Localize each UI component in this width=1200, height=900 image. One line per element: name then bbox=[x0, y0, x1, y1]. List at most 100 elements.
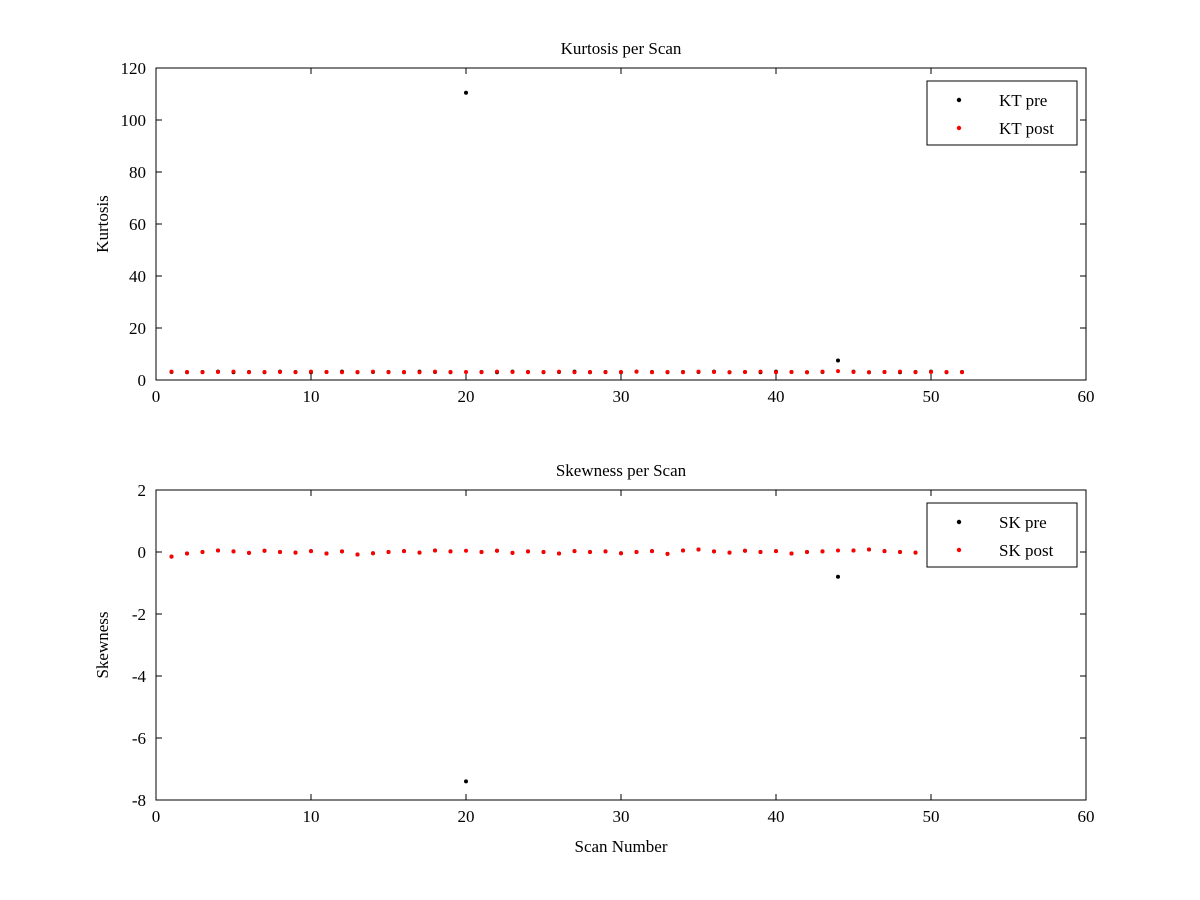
kurtosis-per-scan-subplot: 0 10 20 30 40 50 60 0 20 40 60 80 100 120 Kurtosis per… bbox=[93, 39, 1095, 406]
point-kt-post bbox=[278, 369, 282, 374]
series-kt-pre bbox=[169, 90, 964, 375]
y-tick-label: 20 bbox=[129, 319, 146, 338]
point-sk-post bbox=[603, 549, 608, 554]
point-sk-post bbox=[789, 551, 794, 556]
point-sk-post bbox=[185, 551, 189, 556]
point-kt-post bbox=[216, 369, 220, 374]
point-kt-post bbox=[309, 369, 313, 374]
point-sk-post bbox=[882, 549, 887, 554]
y-tick-label: -6 bbox=[132, 729, 146, 748]
point-kt-post bbox=[619, 369, 623, 374]
series-sk-pre bbox=[169, 547, 918, 784]
point-sk-post bbox=[588, 550, 592, 554]
point-sk-post bbox=[820, 549, 825, 554]
point-kt-post bbox=[913, 370, 918, 375]
point-kt-post bbox=[262, 369, 267, 374]
point-kt-post bbox=[247, 370, 251, 375]
point-kt-post bbox=[758, 369, 763, 374]
y-tick-label: 2 bbox=[138, 481, 147, 500]
point-sk-post bbox=[278, 550, 282, 554]
point-kt-post bbox=[572, 370, 577, 375]
point-kt-post bbox=[898, 369, 902, 374]
legend-marker-sk-post bbox=[956, 547, 962, 553]
y-axis-label: Skewness bbox=[93, 611, 112, 678]
point-sk-post bbox=[262, 548, 267, 553]
point-sk-post bbox=[836, 548, 840, 553]
y-tick-label: 120 bbox=[121, 59, 147, 78]
point-sk-post bbox=[247, 550, 251, 555]
x-tick-label: 10 bbox=[303, 387, 320, 406]
point-sk-post bbox=[200, 550, 205, 554]
point-sk-post bbox=[913, 550, 918, 555]
point-sk-post bbox=[743, 548, 747, 553]
x-tick-label: 30 bbox=[613, 387, 630, 406]
point-sk-post bbox=[898, 550, 902, 554]
point-kt-post bbox=[340, 370, 344, 375]
legend: SK pre SK post bbox=[926, 502, 1078, 568]
legend-marker-kt-post bbox=[956, 125, 962, 131]
point-sk-post bbox=[371, 551, 375, 556]
legend-marker-kt-pre bbox=[956, 97, 962, 103]
legend-label-kt-pre: KT pre bbox=[999, 91, 1047, 110]
y-tick-label: 0 bbox=[138, 371, 147, 390]
point-sk-post bbox=[541, 550, 546, 554]
point-kt-post bbox=[448, 369, 453, 374]
point-kt-post bbox=[836, 369, 840, 374]
point-kt-post bbox=[650, 370, 654, 375]
point-kt-post bbox=[712, 369, 716, 374]
point-kt-post bbox=[293, 370, 298, 375]
point-sk-post bbox=[805, 550, 809, 554]
legend-label-sk-post: SK post bbox=[999, 541, 1054, 560]
point-kt-post bbox=[774, 370, 778, 375]
point-sk-post bbox=[634, 550, 639, 554]
point-sk-post bbox=[526, 549, 530, 554]
point-sk-post bbox=[417, 550, 422, 555]
point-kt-post bbox=[681, 370, 685, 375]
chart-title: Skewness per Scan bbox=[556, 461, 687, 480]
point-sk-post bbox=[557, 551, 561, 556]
point-kt-post bbox=[960, 370, 964, 375]
point-kt-post bbox=[231, 369, 236, 374]
point-kt-post bbox=[526, 370, 530, 375]
point-sk-post bbox=[572, 549, 577, 554]
point-sk-post bbox=[169, 554, 174, 559]
point-kt-post bbox=[402, 369, 406, 374]
point-kt-post bbox=[634, 369, 639, 374]
point-kt-post bbox=[557, 369, 561, 374]
point-kt-post bbox=[727, 370, 732, 375]
point-sk-post bbox=[293, 550, 298, 555]
point-kt-post bbox=[541, 369, 546, 374]
point-sk-post bbox=[712, 549, 716, 554]
point-sk-pre bbox=[836, 574, 840, 579]
point-kt-post bbox=[588, 369, 592, 374]
point-kt-post bbox=[324, 369, 329, 374]
point-sk-post bbox=[696, 547, 701, 552]
point-sk-pre bbox=[464, 779, 468, 784]
point-kt-post bbox=[200, 370, 205, 375]
chart-title: Kurtosis per Scan bbox=[561, 39, 682, 58]
point-sk-post bbox=[464, 548, 468, 553]
x-axis-label: Scan Number bbox=[574, 837, 667, 856]
series-sk-post bbox=[169, 547, 918, 559]
point-kt-post bbox=[417, 370, 422, 375]
x-tick-label: 30 bbox=[613, 807, 630, 826]
point-kt-post bbox=[433, 369, 437, 374]
point-sk-post bbox=[681, 548, 685, 553]
point-kt-post bbox=[355, 369, 360, 374]
legend-marker-sk-pre bbox=[956, 519, 962, 525]
point-sk-post bbox=[665, 551, 670, 556]
point-sk-post bbox=[386, 550, 391, 554]
point-sk-post bbox=[216, 548, 220, 553]
point-kt-post bbox=[944, 369, 949, 374]
point-sk-post bbox=[402, 549, 406, 554]
y-tick-label: -2 bbox=[132, 605, 146, 624]
point-sk-post bbox=[340, 549, 344, 554]
y-tick-label: -4 bbox=[132, 667, 147, 686]
point-kt-post bbox=[169, 369, 174, 374]
point-sk-post bbox=[479, 550, 484, 554]
x-tick-label: 0 bbox=[152, 387, 161, 406]
point-kt-post bbox=[510, 369, 515, 374]
y-tick-label: 0 bbox=[138, 543, 147, 562]
